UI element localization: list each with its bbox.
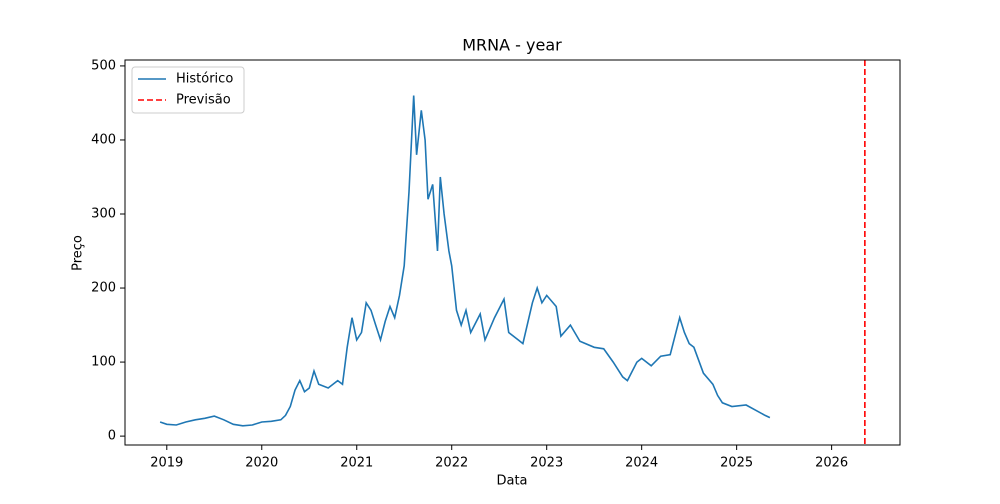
price-line: [159, 95, 771, 427]
x-tick-label: 2025: [720, 456, 753, 471]
x-tick-label: 2020: [245, 456, 278, 471]
y-tick-label: 100: [91, 355, 116, 370]
plot-frame: [124, 59, 901, 446]
chart-title: MRNA - year: [462, 36, 562, 55]
y-tick-label: 200: [91, 281, 116, 296]
y-tick-label: 300: [91, 207, 116, 222]
x-tick-label: 2022: [435, 456, 468, 471]
x-axis-label: Data: [496, 474, 527, 489]
legend-label: Histórico: [176, 72, 233, 87]
x-tick-label: 2019: [150, 456, 183, 471]
y-tick-label: 400: [91, 132, 116, 147]
y-tick-label: 0: [108, 429, 116, 444]
x-tick-label: 2023: [530, 456, 563, 471]
y-axis-label: Preço: [71, 235, 86, 271]
x-tick-label: 2026: [815, 456, 848, 471]
legend-label: Previsão: [176, 93, 231, 108]
x-tick-label: 2021: [340, 456, 373, 471]
y-tick-label: 500: [91, 58, 116, 73]
x-tick-label: 2024: [625, 456, 658, 471]
